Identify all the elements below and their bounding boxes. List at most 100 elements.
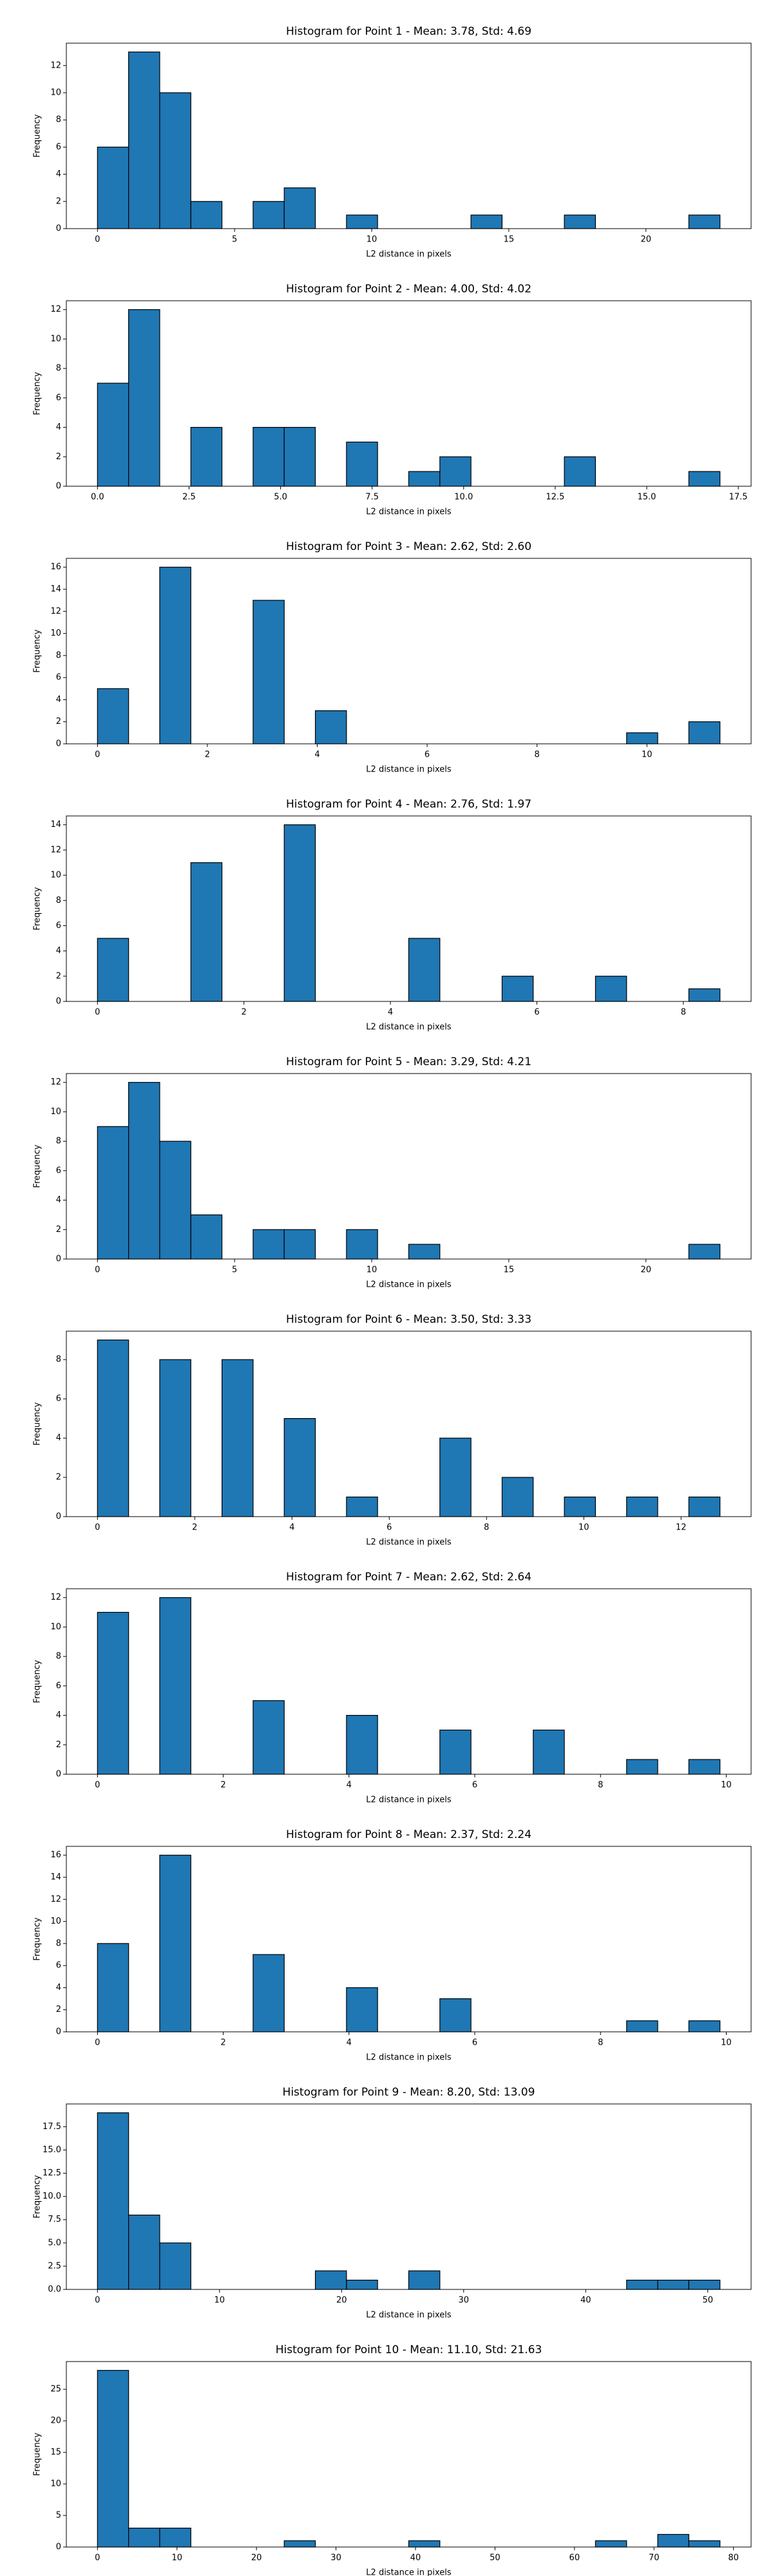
histogram-bar: [408, 1244, 441, 1260]
y-tick-label: 4: [56, 169, 61, 179]
x-tick-label: 15: [504, 1265, 515, 1275]
chart-title: Histogram for Point 6 - Mean: 3.50, Std:…: [286, 1313, 531, 1326]
histogram-bar: [346, 1229, 378, 1260]
y-tick-label: 7.5: [48, 2215, 61, 2224]
x-tick-label: 5: [232, 1265, 237, 1275]
y-tick-label: 8: [56, 364, 61, 374]
axes-frame: [66, 1331, 752, 1517]
y-tick-label: 12: [50, 607, 61, 616]
histogram-bar: [283, 426, 316, 487]
y-tick-label: 0: [56, 739, 61, 749]
histogram-bar: [564, 214, 596, 229]
histogram-bar: [439, 1729, 472, 1775]
y-tick-label: 6: [56, 1166, 61, 1175]
histogram-bar: [408, 2270, 441, 2290]
y-tick-label: 12: [50, 1593, 61, 1602]
y-tick-label: 6: [56, 142, 61, 152]
histogram-bar: [595, 2540, 627, 2548]
histogram-bar: [626, 1496, 658, 1517]
x-tick-label: 4: [289, 1523, 294, 1533]
y-tick-label: 6: [56, 921, 61, 931]
histogram-bar: [283, 824, 316, 1002]
y-tick-label: 4: [56, 1195, 61, 1205]
x-tick-label: 2: [242, 1008, 247, 1018]
x-tick-label: 10: [721, 2038, 732, 2048]
x-tick-label: 5.0: [274, 493, 287, 502]
x-tick-label: 50: [490, 2553, 501, 2563]
histogram-bar: [159, 2242, 191, 2290]
x-tick-label: 2: [205, 750, 210, 760]
y-tick-label: 10: [50, 334, 61, 344]
x-tick-label: 10: [642, 750, 653, 760]
histogram-bar: [159, 92, 191, 229]
y-tick-label: 8: [56, 1938, 61, 1948]
chart-title: Histogram for Point 1 - Mean: 3.78, Std:…: [286, 25, 531, 38]
x-tick-label: 8: [598, 1781, 603, 1790]
y-tick-label: 10: [50, 2479, 61, 2489]
y-tick-label: 2: [56, 971, 61, 981]
histogram-bar: [688, 2540, 721, 2548]
x-tick-label: 10.0: [454, 493, 473, 502]
axes-frame: [66, 1073, 752, 1260]
y-tick-label: 10: [50, 629, 61, 638]
histogram-bar: [688, 471, 721, 487]
y-axis-label: Frequency: [33, 1660, 43, 1703]
x-axis-label: L2 distance in pixels: [366, 1795, 452, 1805]
y-tick-label: 2: [56, 1473, 61, 1482]
x-tick-label: 6: [534, 1008, 539, 1018]
y-tick-label: 4: [56, 1710, 61, 1720]
histogram-bar: [346, 2279, 378, 2290]
x-tick-label: 0: [95, 2296, 100, 2306]
x-tick-label: 6: [472, 2038, 477, 2048]
histogram-bar: [97, 1126, 129, 1260]
y-tick-label: 12: [50, 305, 61, 314]
x-tick-label: 0: [95, 1008, 100, 1018]
x-tick-label: 20: [640, 235, 651, 245]
axes-frame: [66, 558, 752, 744]
x-tick-label: 0: [95, 1523, 100, 1533]
histogram-bar: [97, 1340, 129, 1517]
x-axis-label: L2 distance in pixels: [366, 2311, 452, 2320]
chart-title: Histogram for Point 9 - Mean: 8.20, Std:…: [283, 2086, 535, 2099]
histogram-bar: [470, 214, 503, 229]
x-axis-label: L2 distance in pixels: [366, 1023, 452, 1032]
x-tick-label: 8: [681, 1008, 686, 1018]
histogram-bar: [533, 1729, 565, 1775]
y-tick-label: 0: [56, 224, 61, 234]
x-tick-label: 80: [728, 2553, 739, 2563]
x-tick-label: 4: [347, 2038, 352, 2048]
histogram-bar: [159, 1597, 191, 1775]
histogram-bar: [128, 1082, 160, 1260]
x-tick-label: 15.0: [638, 493, 656, 502]
x-tick-label: 0: [95, 235, 100, 245]
histogram-bar: [253, 1954, 285, 2032]
y-tick-label: 6: [56, 1681, 61, 1690]
chart-title: Histogram for Point 7 - Mean: 2.62, Std:…: [286, 1571, 531, 1584]
x-tick-label: 10: [367, 235, 377, 245]
y-axis-label: Frequency: [33, 114, 43, 157]
y-axis-label: Frequency: [33, 1402, 43, 1445]
x-tick-label: 0: [95, 2553, 100, 2563]
y-tick-label: 8: [56, 1652, 61, 1662]
y-tick-label: 10: [50, 1917, 61, 1926]
histogram-bar: [657, 2533, 689, 2548]
y-tick-label: 0: [56, 1770, 61, 1779]
x-axis-label: L2 distance in pixels: [366, 765, 452, 775]
x-tick-label: 30: [458, 2296, 469, 2306]
y-tick-label: 8: [56, 1355, 61, 1365]
x-tick-label: 12: [676, 1523, 687, 1533]
y-tick-label: 5.0: [48, 2238, 61, 2248]
histogram-bar: [159, 567, 191, 744]
x-tick-label: 6: [472, 1781, 477, 1790]
histogram-bar: [688, 1759, 721, 1775]
histogram-bar: [346, 1987, 378, 2032]
x-tick-label: 17.5: [729, 493, 748, 502]
y-tick-label: 25: [50, 2385, 61, 2394]
x-tick-label: 15: [504, 235, 515, 245]
x-tick-label: 8: [484, 1523, 489, 1533]
histogram-bar: [688, 2020, 721, 2032]
x-tick-label: 7.5: [365, 493, 379, 502]
chart-title: Histogram for Point 2 - Mean: 4.00, Std:…: [286, 283, 531, 296]
x-tick-label: 10: [578, 1523, 589, 1533]
